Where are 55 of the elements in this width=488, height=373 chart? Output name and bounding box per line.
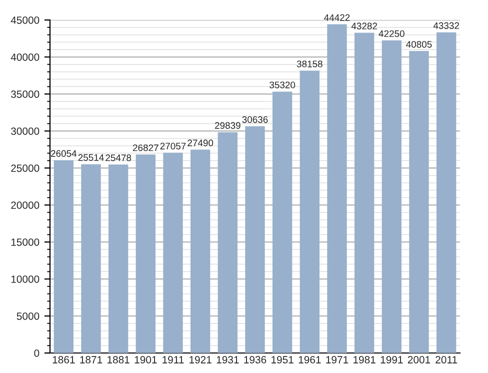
x-tick-label: 1881 xyxy=(108,356,130,364)
y-tick-label: 15000 xyxy=(11,238,40,246)
data-label: 38158 xyxy=(296,60,322,68)
x-tick-label: 1861 xyxy=(52,356,75,364)
x-tick-label: 1931 xyxy=(216,356,239,364)
x-tick-label: 1911 xyxy=(162,356,184,364)
bar xyxy=(327,24,347,353)
x-tick-label: 1951 xyxy=(272,356,294,364)
bar xyxy=(163,152,183,353)
bar xyxy=(245,126,265,353)
data-label: 26054 xyxy=(51,150,77,157)
data-label: 40805 xyxy=(406,41,432,48)
data-label: 44422 xyxy=(324,14,350,21)
bar xyxy=(272,92,292,353)
bar xyxy=(81,164,101,353)
y-tick-label: 45000 xyxy=(10,16,40,24)
data-label: 27057 xyxy=(160,142,186,150)
x-tick-label: 1961 xyxy=(298,356,321,364)
x-tick-label: 1901 xyxy=(134,356,157,364)
bar xyxy=(54,160,74,353)
data-label: 27490 xyxy=(188,140,214,146)
y-tick-label: 0 xyxy=(34,350,40,357)
x-tick-label: 2011 xyxy=(436,356,458,364)
y-tick-label: 35000 xyxy=(11,90,40,98)
x-tick-label: 1981 xyxy=(354,356,376,364)
data-label: 25478 xyxy=(106,154,132,162)
x-tick-label: 1921 xyxy=(190,356,212,364)
x-tick-label: 1991 xyxy=(380,356,403,364)
data-label: 25514 xyxy=(78,154,104,161)
bar xyxy=(190,150,210,353)
y-tick-label: 40000 xyxy=(10,54,40,61)
y-tick-label: 20000 xyxy=(11,202,40,209)
x-tick-label: 1936 xyxy=(244,356,266,364)
y-tick-label: 30000 xyxy=(11,128,40,135)
x-tick-label: 2001 xyxy=(408,356,430,364)
data-label: 26827 xyxy=(133,144,158,152)
bar xyxy=(409,51,429,353)
bar xyxy=(218,132,238,353)
bar xyxy=(436,32,456,353)
data-label: 42250 xyxy=(378,30,404,38)
bar xyxy=(300,70,320,353)
bar xyxy=(108,164,128,353)
data-label: 30636 xyxy=(242,116,268,123)
y-tick-label: 5000 xyxy=(16,312,40,320)
y-tick-label: 10000 xyxy=(11,276,40,283)
data-label: 43282 xyxy=(351,22,377,30)
data-label: 43332 xyxy=(433,22,459,29)
bar xyxy=(382,40,402,353)
data-label: 35320 xyxy=(270,82,296,88)
x-tick-label: 1971 xyxy=(326,356,348,364)
bar xyxy=(136,154,156,353)
data-label: 29839 xyxy=(215,122,240,129)
bar xyxy=(354,32,374,353)
y-tick-label: 25000 xyxy=(11,164,40,172)
x-tick-label: 1871 xyxy=(80,356,102,364)
